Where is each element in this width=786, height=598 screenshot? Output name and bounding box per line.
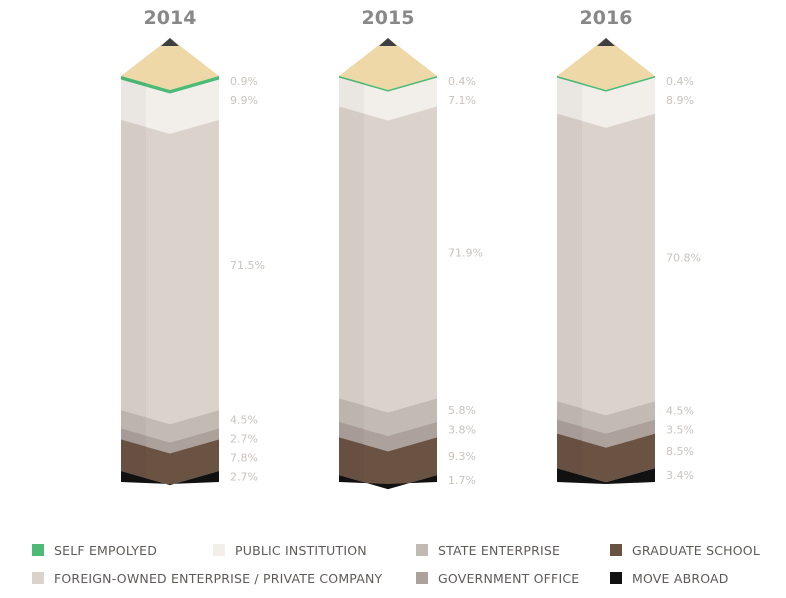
- value-label: 2.7%: [230, 471, 258, 484]
- band-graduate-school: [339, 437, 437, 490]
- value-label: 2.7%: [230, 432, 258, 445]
- value-label: 1.7%: [448, 474, 476, 487]
- pencil-wood: [121, 38, 219, 90]
- value-label: 3.4%: [666, 469, 694, 482]
- pencil-wood: [557, 38, 655, 90]
- band-facet: [557, 419, 582, 441]
- value-label: 0.4%: [448, 75, 476, 88]
- pencil-lead: [379, 38, 397, 46]
- band-graduate-school: [557, 433, 655, 483]
- value-label: 3.8%: [448, 424, 476, 437]
- value-label: 0.4%: [666, 75, 694, 88]
- pencil-wood: [339, 38, 437, 90]
- pencil-lead: [161, 38, 179, 46]
- band-state-enterprise: [121, 410, 219, 443]
- band-facet: [121, 79, 146, 127]
- value-label: 8.9%: [666, 94, 694, 107]
- value-label: 71.5%: [230, 259, 265, 272]
- value-label: 70.8%: [666, 251, 701, 264]
- value-label: 4.5%: [230, 413, 258, 426]
- band-facet: [121, 410, 146, 436]
- band-government-office: [339, 421, 437, 452]
- band-facet: [557, 401, 582, 427]
- band-government-office: [121, 428, 219, 454]
- value-label: 3.5%: [666, 423, 694, 436]
- band-foreign-owned-enterprise-private-company: [557, 113, 655, 416]
- band-facet: [339, 77, 364, 114]
- band-facet: [557, 77, 582, 121]
- pencil-2015: 2015 0.4% 7.1% 71.9% 5.8% 3.8% 9.3% 1.7%: [339, 7, 483, 490]
- band-facet: [121, 439, 146, 479]
- band-facet: [339, 398, 364, 429]
- band-facet: [339, 437, 364, 483]
- band-foreign-owned-enterprise-private-company: [121, 119, 219, 425]
- value-label: 9.3%: [448, 450, 476, 463]
- pencil-lead: [597, 38, 615, 46]
- band-face: [557, 468, 655, 484]
- value-label: 7.1%: [448, 94, 476, 107]
- band-facet: [557, 113, 582, 409]
- pencil-2014: 2014 0.9% 9.9% 71.5% 4.5% 2.7% 7.8% 2.7%: [121, 7, 265, 486]
- band-move-abroad: [339, 475, 437, 490]
- value-label: 0.9%: [230, 75, 258, 88]
- band-facet: [121, 76, 146, 87]
- band-face: [121, 471, 219, 486]
- band-facet: [121, 428, 146, 447]
- value-label: 8.5%: [666, 445, 694, 458]
- band-public-institution: [557, 77, 655, 128]
- value-label: 71.9%: [448, 246, 483, 259]
- value-label: 9.9%: [230, 94, 258, 107]
- band-move-abroad: [121, 471, 219, 486]
- band-self-empolyed: [121, 76, 219, 94]
- band-facet: [557, 433, 582, 476]
- year-label: 2015: [362, 7, 415, 29]
- band-foreign-owned-enterprise-private-company: [339, 106, 437, 413]
- year-label: 2016: [580, 7, 633, 29]
- band-face: [339, 475, 437, 490]
- band-state-enterprise: [339, 398, 437, 436]
- year-label: 2014: [144, 7, 197, 29]
- band-graduate-school: [121, 439, 219, 486]
- band-public-institution: [339, 77, 437, 121]
- band-facet: [121, 119, 146, 418]
- value-label: 7.8%: [230, 451, 258, 464]
- value-label: 5.8%: [448, 404, 476, 417]
- band-state-enterprise: [557, 401, 655, 434]
- band-facet: [339, 106, 364, 406]
- band-facet: [339, 421, 364, 445]
- pencil-2016: 2016 0.4% 8.9% 70.8% 4.5% 3.5% 8.5% 3.4%: [557, 7, 701, 484]
- band-move-abroad: [557, 468, 655, 484]
- value-label: 4.5%: [666, 404, 694, 417]
- band-public-institution: [121, 79, 219, 134]
